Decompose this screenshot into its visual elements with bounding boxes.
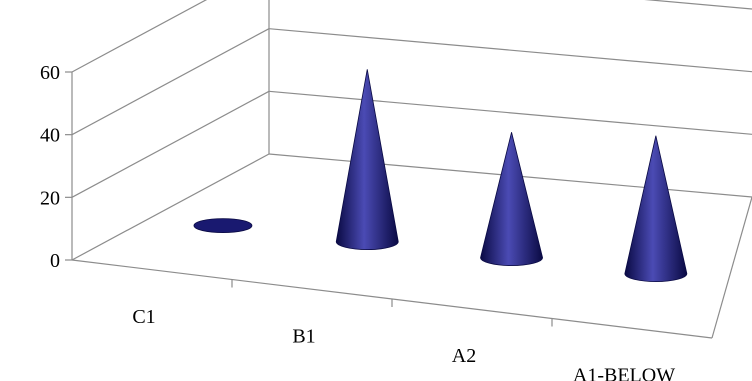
- cone-a1-below: [624, 135, 688, 282]
- left-wall-gridline: [71, 28, 270, 136]
- marks-layer: [193, 69, 688, 282]
- axis-layer: [65, 0, 553, 327]
- x-tick-label: C1: [132, 306, 155, 328]
- label-layer: 0 20 40 60 C1 B1 A2 A1-BELOW: [40, 62, 675, 381]
- x-tick-label: B1: [292, 325, 315, 347]
- y-tick-label: 0: [50, 250, 60, 272]
- floor-right-edge: [711, 196, 752, 339]
- back-wall-gridline: [268, 28, 752, 73]
- left-wall-gridline: [71, 0, 208, 73]
- cone-c1: [193, 218, 253, 234]
- left-wall-gridline: [71, 90, 270, 198]
- y-tick-label: 20: [40, 187, 60, 209]
- back-wall-gridline: [268, 90, 752, 135]
- cone-a2: [480, 132, 543, 266]
- y-tick-label: 60: [40, 62, 60, 84]
- back-wall-gridline: [644, 0, 752, 10]
- y-tick-label: 40: [40, 125, 60, 147]
- cone-b1: [335, 69, 399, 250]
- left-wall-gridline: [71, 153, 270, 261]
- x-tick-label: A1-BELOW: [573, 364, 675, 381]
- grid-layer: [71, 0, 752, 339]
- x-tick-label: A2: [452, 345, 476, 367]
